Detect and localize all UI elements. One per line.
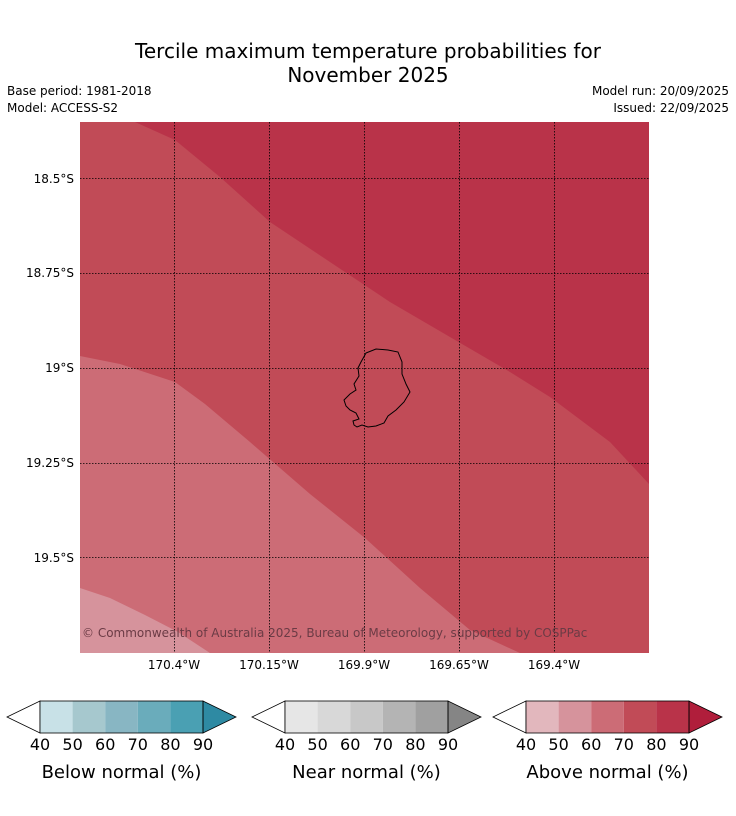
- colorbar-below-normal: 40 50 60 70 80 90 Below normal (%): [6, 700, 238, 783]
- colorbar-segment: [558, 701, 592, 733]
- colorbar-outline: [284, 700, 449, 734]
- colorbar-svg: [6, 700, 237, 734]
- colorbar-segment: [656, 701, 689, 733]
- colorbar-tick-label: 40: [274, 735, 296, 754]
- colorbar-tick-label: 50: [307, 735, 328, 754]
- colorbar-tick-label: 90: [192, 735, 214, 754]
- colorbar-over-extension: [688, 700, 723, 734]
- meta-right: Model run: 20/09/2025 Issued: 22/09/2025: [592, 83, 729, 117]
- colorbar-under-extension: [251, 700, 286, 734]
- colorbar-segment: [526, 701, 559, 733]
- colorbar-label-above-normal: Above normal (%): [526, 762, 689, 783]
- colorbar-above-normal: 40 50 60 70 80 90 Above normal (%): [492, 700, 724, 783]
- colorbar-tick-label: 60: [581, 735, 602, 754]
- colorbar-tick-label: 70: [613, 735, 634, 754]
- colorbar-under-extension: [492, 700, 527, 734]
- colorbar-segment: [137, 701, 171, 733]
- lon-label-169-65: 169.65°W: [429, 658, 489, 672]
- map-svg: [80, 122, 649, 653]
- title-line-1: Tercile maximum temperature probabilitie…: [135, 39, 601, 63]
- colorbar-tick-label: 40: [29, 735, 51, 754]
- colorbar-near-normal: 40 50 60 70 80 90 Near normal (%): [251, 700, 483, 783]
- lon-label-170-15: 170.15°W: [239, 658, 299, 672]
- base-period: Base period: 1981-2018: [7, 84, 152, 98]
- colorbar-segment: [170, 701, 203, 733]
- copyright-notice: © Commonwealth of Australia 2025, Bureau…: [82, 626, 588, 640]
- colorbar-under-extension: [6, 700, 41, 734]
- zone-above-50: [80, 588, 210, 653]
- graticule: [80, 122, 649, 653]
- colorbar-segment: [72, 701, 106, 733]
- colorbar-outline: [39, 700, 204, 734]
- model-name: Model: ACCESS-S2: [7, 101, 119, 115]
- issued-date: Issued: 22/09/2025: [613, 101, 729, 115]
- colorbar-segment: [105, 701, 138, 733]
- colorbar-tick-label: 80: [405, 735, 426, 754]
- colorbar-over-extension: [202, 700, 237, 734]
- lat-label-18-75: 18.75°S: [26, 266, 74, 280]
- lat-label-19-5: 19.5°S: [33, 551, 74, 565]
- colorbar-over-extension: [447, 700, 482, 734]
- colorbar-svg: [251, 700, 482, 734]
- lon-label-170-4: 170.4°W: [147, 658, 201, 672]
- colorbar-tick-label: 60: [95, 735, 116, 754]
- colorbar-tick-label: 50: [548, 735, 569, 754]
- colorbar-outline: [525, 700, 690, 734]
- colorbar-tick-label: 90: [678, 735, 700, 754]
- lat-label-19: 19°S: [45, 361, 74, 375]
- zone-above-60: [80, 356, 520, 653]
- colorbar-segment: [40, 701, 73, 733]
- colorbar-tick-label: 40: [515, 735, 537, 754]
- colorbar-label-below-normal: Below normal (%): [41, 762, 202, 783]
- model-run: Model run: 20/09/2025: [591, 84, 729, 98]
- colorbar-label-near-normal: Near normal (%): [292, 762, 441, 783]
- colorbar-tick-label: 60: [340, 735, 361, 754]
- colorbar-tick-label: 80: [646, 735, 667, 754]
- lon-label-169-9: 169.9°W: [337, 658, 391, 672]
- lon-label-169-4: 169.4°W: [527, 658, 581, 672]
- colorbar-segment: [382, 701, 416, 733]
- colorbar-tick-label: 50: [62, 735, 83, 754]
- colorbar-segment: [317, 701, 351, 733]
- title-line-2: November 2025: [287, 63, 449, 87]
- colorbar-tick-label: 70: [127, 735, 148, 754]
- colorbar-tick-label: 70: [372, 735, 393, 754]
- colorbar-segment: [415, 701, 448, 733]
- lat-label-19-25: 19.25°S: [26, 456, 74, 470]
- colorbar-svg: [492, 700, 723, 734]
- map-panel: [80, 122, 649, 653]
- chart-title: Tercile maximum temperature probabilitie…: [0, 39, 736, 87]
- colorbar-tick-label: 90: [437, 735, 459, 754]
- colorbar-segment: [285, 701, 318, 733]
- meta-left: Base period: 1981-2018 Model: ACCESS-S2: [7, 83, 152, 117]
- lat-label-18-5: 18.5°S: [33, 172, 74, 186]
- colorbar-segment: [623, 701, 657, 733]
- colorbar-segment: [350, 701, 383, 733]
- colorbar-tick-label: 80: [160, 735, 181, 754]
- niue-coastline: [343, 348, 411, 428]
- colorbar-segment: [591, 701, 624, 733]
